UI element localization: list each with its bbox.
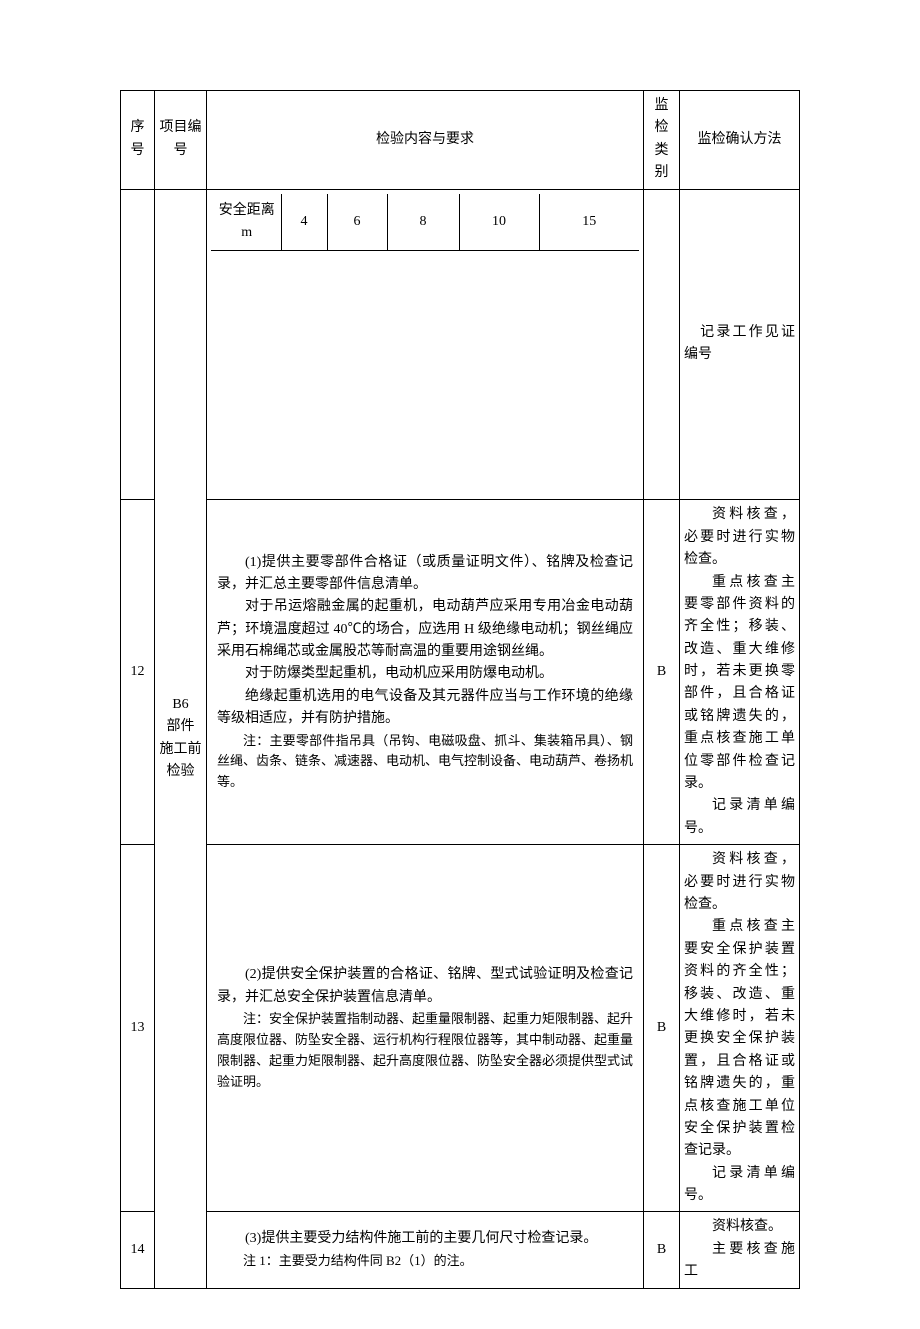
r13-note: 注：安全保护装置指制动器、起重量限制器、起重力矩限制器、起升高度限位器、防坠安全… xyxy=(217,1009,633,1092)
cell-seq-13: 13 xyxy=(121,845,155,1212)
r12-m2: 重点核查主要零部件资料的齐全性；移装、改造、重大维修时，若未更换零部件，且合格证… xyxy=(684,572,795,796)
blank-spacer xyxy=(211,251,639,495)
method-11-text: 记录工作见证编号 xyxy=(684,325,795,362)
table-row-13: 13 (2)提供安全保护装置的合格证、铭牌、型式试验证明及检查记录，并汇总安全保… xyxy=(121,845,800,1212)
cell-method-12: 资料核查，必要时进行实物检查。 重点核查主要零部件资料的齐全性；移装、改造、重大… xyxy=(680,500,800,845)
r12-m3: 记录清单编号。 xyxy=(684,795,795,840)
cell-method-13: 资料核查，必要时进行实物检查。 重点核查主要安全保护装置资料的齐全性；移装、改造… xyxy=(680,845,800,1212)
cell-seq-12: 12 xyxy=(121,500,155,845)
cell-method-14: 资料核查。 主要核查施工 xyxy=(680,1212,800,1288)
distance-val-1: 4 xyxy=(281,194,327,251)
distance-val-3: 8 xyxy=(387,194,459,251)
b6-code: B6 xyxy=(172,697,188,712)
r12-m1: 资料核查，必要时进行实物检查。 xyxy=(684,504,795,571)
th-content: 检验内容与要求 xyxy=(207,91,644,190)
table-row-12: 12 (1)提供主要零部件合格证（或质量证明文件）、铭牌及检查记录，并汇总主要零… xyxy=(121,500,800,845)
th-seq: 序号 xyxy=(121,91,155,190)
table-header-row: 序号 项目编号 检验内容与要求 监检类别 监检确认方法 xyxy=(121,91,800,190)
b6-line2: 部件 xyxy=(167,719,195,734)
r12-p1: (1)提供主要零部件合格证（或质量证明文件）、铭牌及检查记录，并汇总主要零部件信… xyxy=(217,552,633,597)
cell-method-11: 记录工作见证编号 xyxy=(680,189,800,500)
r12-p2: 对于吊运熔融金属的起重机，电动葫芦应采用专用冶金电动葫芦；环境温度超过 40℃的… xyxy=(217,596,633,663)
r14-p1: (3)提供主要受力结构件施工前的主要几何尺寸检查记录。 xyxy=(217,1228,633,1250)
r13-p1: (2)提供安全保护装置的合格证、铭牌、型式试验证明及检查记录，并汇总安全保护装置… xyxy=(217,964,633,1009)
r13-m3: 记录清单编号。 xyxy=(684,1163,795,1208)
th-method: 监检确认方法 xyxy=(680,91,800,190)
distance-val-4: 10 xyxy=(459,194,539,251)
cell-seq-11 xyxy=(121,189,155,500)
r14-note: 注 1：主要受力结构件同 B2（1）的注。 xyxy=(217,1251,633,1272)
r12-p3: 对于防爆类型起重机，电动机应采用防爆电动机。 xyxy=(217,663,633,685)
cell-item-b6: B6 部件 施工前 检验 xyxy=(155,189,207,1288)
cell-content-13: (2)提供安全保护装置的合格证、铭牌、型式试验证明及检查记录，并汇总安全保护装置… xyxy=(207,845,644,1212)
cell-cat-14: B xyxy=(644,1212,680,1288)
distance-inner-table: 安全距离 m 4 6 8 10 15 xyxy=(211,194,639,252)
cell-content-11: 安全距离 m 4 6 8 10 15 xyxy=(207,189,644,500)
distance-val-2: 6 xyxy=(327,194,387,251)
r13-m2: 重点核查主要安全保护装置资料的齐全性；移装、改造、重大维修时，若未更换安全保护装… xyxy=(684,916,795,1162)
cell-cat-13: B xyxy=(644,845,680,1212)
cell-seq-14: 14 xyxy=(121,1212,155,1288)
r14-m2: 主要核查施工 xyxy=(684,1239,795,1284)
th-item: 项目编号 xyxy=(155,91,207,190)
cell-content-14: (3)提供主要受力结构件施工前的主要几何尺寸检查记录。 注 1：主要受力结构件同… xyxy=(207,1212,644,1288)
r14-m1: 资料核查。 xyxy=(684,1216,795,1238)
cell-cat-11 xyxy=(644,189,680,500)
table-row-14: 14 (3)提供主要受力结构件施工前的主要几何尺寸检查记录。 注 1：主要受力结… xyxy=(121,1212,800,1288)
b6-line3: 施工前 xyxy=(160,742,202,757)
r13-m1: 资料核查，必要时进行实物检查。 xyxy=(684,849,795,916)
b6-line4: 检验 xyxy=(167,764,195,779)
th-cat: 监检类别 xyxy=(644,91,680,190)
table-row-11: B6 部件 施工前 检验 安全距离 m 4 6 8 10 15 xyxy=(121,189,800,500)
cell-content-12: (1)提供主要零部件合格证（或质量证明文件）、铭牌及检查记录，并汇总主要零部件信… xyxy=(207,500,644,845)
distance-label: 安全距离 m xyxy=(211,194,281,251)
r12-p4: 绝缘起重机选用的电气设备及其元器件应当与工作环境的绝缘等级相适应，并有防护措施。 xyxy=(217,686,633,731)
r12-note: 注：主要零部件指吊具（吊钩、电磁吸盘、抓斗、集装箱吊具）、钢丝绳、齿条、链条、减… xyxy=(217,731,633,793)
distance-val-5: 15 xyxy=(539,194,639,251)
cell-cat-12: B xyxy=(644,500,680,845)
inspection-table: 序号 项目编号 检验内容与要求 监检类别 监检确认方法 B6 部件 施工前 检验… xyxy=(120,90,800,1289)
